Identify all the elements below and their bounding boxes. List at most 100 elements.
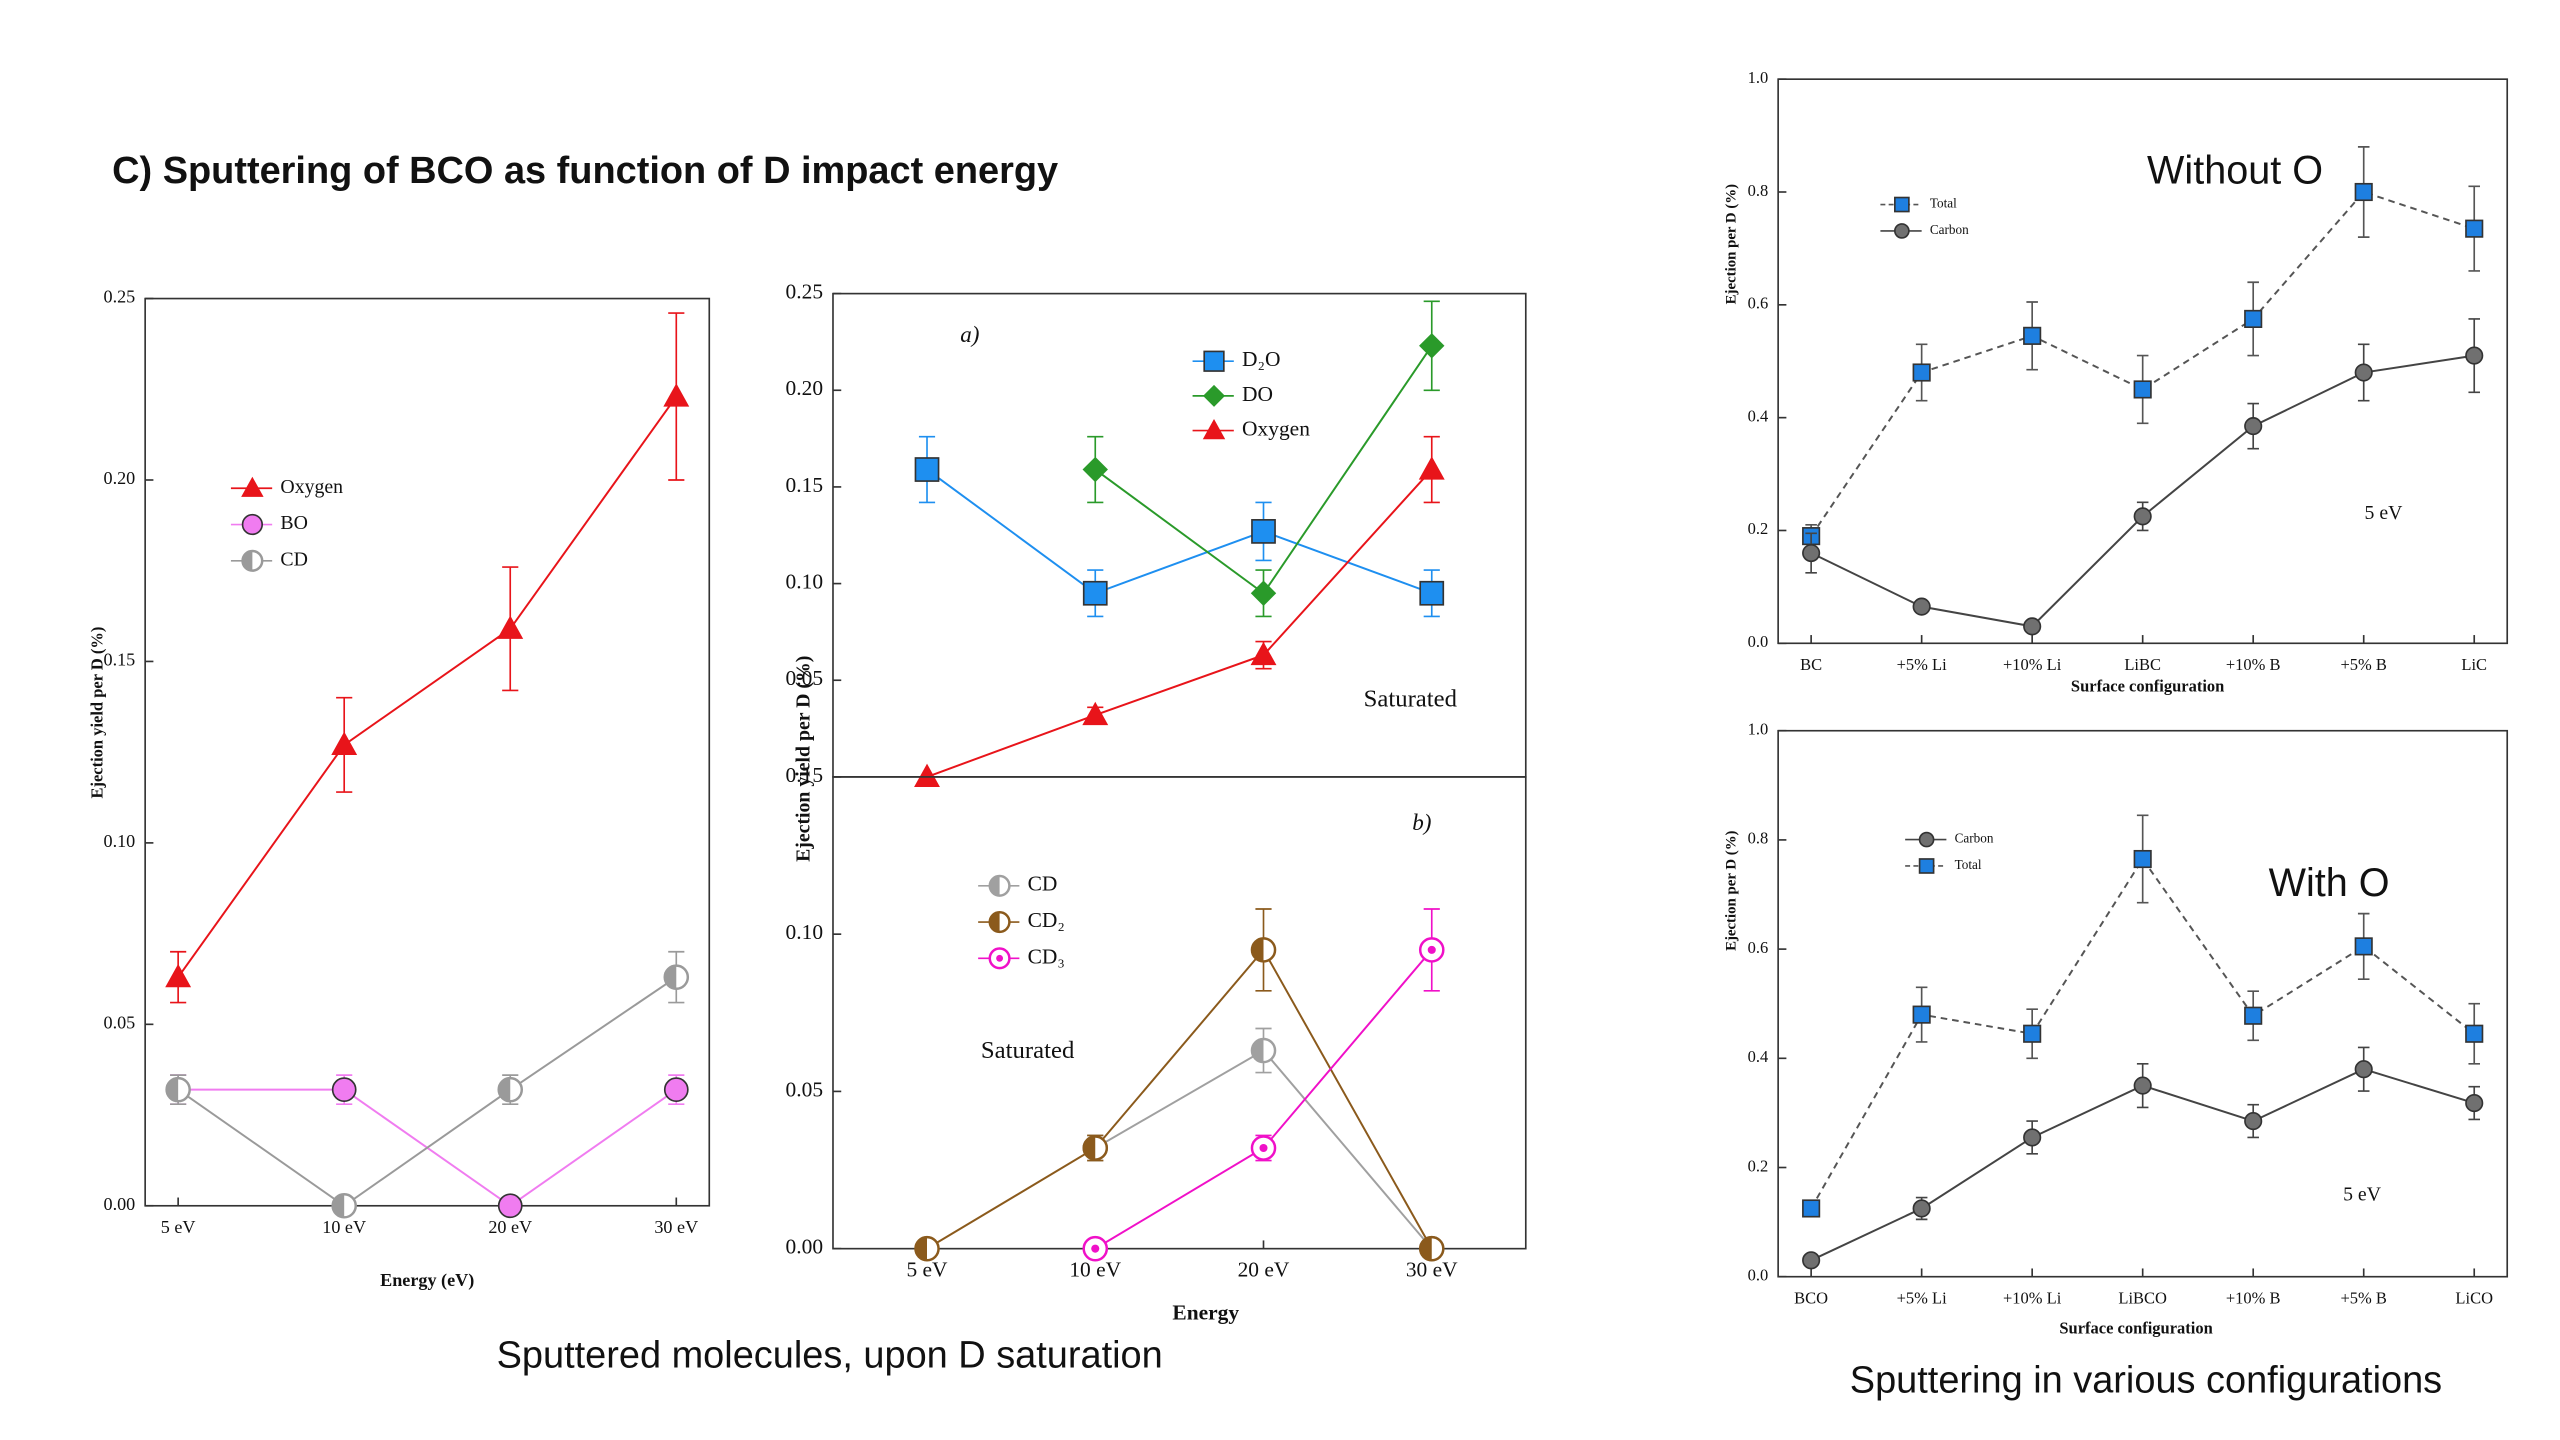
data-point bbox=[2465, 1094, 2484, 1113]
x-axis-label: Surface configuration bbox=[2071, 677, 2224, 696]
marker-half bbox=[915, 1237, 928, 1261]
series-line bbox=[926, 948, 1433, 1250]
data-point bbox=[1802, 543, 1821, 563]
data-point bbox=[2465, 219, 2484, 238]
legend-label: Total bbox=[1930, 196, 1957, 211]
y-tick-label: 0.6 bbox=[1748, 938, 1769, 957]
annotation: With O bbox=[2269, 861, 2390, 905]
data-point bbox=[331, 1192, 357, 1219]
marker-half bbox=[989, 912, 1000, 932]
data-point bbox=[497, 1193, 523, 1219]
y-tick-label: 0.10 bbox=[104, 831, 136, 851]
x-tick-label: +10% B bbox=[2226, 655, 2281, 674]
y-tick-label: 0.10 bbox=[786, 570, 824, 594]
data-point bbox=[1912, 363, 1931, 382]
data-point bbox=[2244, 1112, 2263, 1131]
marker-half bbox=[242, 551, 253, 571]
marker-dot bbox=[1091, 1244, 1100, 1253]
x-tick-label: LiBC bbox=[2124, 655, 2161, 674]
data-point bbox=[1082, 456, 1108, 483]
legend-marker bbox=[988, 947, 1011, 970]
marker-half bbox=[664, 965, 677, 989]
x-tick-label: +10% B bbox=[2226, 1289, 2281, 1308]
data-point bbox=[914, 1235, 940, 1262]
plot-frame bbox=[144, 297, 711, 1207]
legend-label: DO bbox=[1242, 382, 1273, 406]
data-point bbox=[1082, 1235, 1109, 1262]
y-tick-label: 1.0 bbox=[1748, 720, 1769, 739]
y-tick-label: 0.2 bbox=[1748, 519, 1769, 538]
x-tick-label: LiCO bbox=[2455, 1289, 2493, 1308]
annotation: Without O bbox=[2147, 149, 2323, 193]
legend-marker bbox=[241, 513, 264, 536]
x-tick-label: +5% B bbox=[2341, 655, 2387, 674]
caption: Sputtering in various configurations bbox=[1850, 1359, 2442, 1401]
data-point bbox=[1418, 937, 1445, 963]
annotation: b) bbox=[1412, 809, 1431, 835]
x-axis-label: Surface configuration bbox=[2059, 1318, 2212, 1337]
data-point bbox=[2023, 1024, 2042, 1043]
legend-label: Carbon bbox=[1955, 831, 1994, 846]
data-point bbox=[2133, 849, 2152, 869]
legend-label: Oxygen bbox=[280, 476, 343, 498]
y-tick-label: 0.4 bbox=[1748, 1047, 1769, 1066]
legend-label: CD bbox=[280, 548, 307, 570]
data-point bbox=[1250, 1037, 1277, 1064]
marker-half bbox=[1251, 938, 1264, 962]
y-tick-label: 0.10 bbox=[786, 920, 824, 944]
data-point bbox=[165, 963, 192, 988]
data-point bbox=[1418, 456, 1445, 480]
series-line bbox=[177, 976, 677, 1207]
x-tick-label: BC bbox=[1800, 655, 1822, 674]
y-tick-label: 0.00 bbox=[104, 1194, 136, 1214]
series-line bbox=[1094, 949, 1433, 1250]
legend-label: CD₂ bbox=[1028, 908, 1065, 932]
y-tick-label: 0.0 bbox=[1748, 1265, 1769, 1284]
data-point bbox=[2354, 1060, 2373, 1079]
x-tick-label: +10% Li bbox=[2003, 655, 2062, 674]
x-axis-label: Energy (eV) bbox=[380, 1270, 474, 1291]
x-tick-label: 20 eV bbox=[488, 1217, 532, 1237]
data-point bbox=[2244, 309, 2263, 329]
data-point bbox=[1802, 1251, 1821, 1270]
marker-half bbox=[989, 875, 1000, 896]
legend-marker bbox=[1203, 384, 1226, 407]
annotation: Saturated bbox=[1364, 686, 1458, 713]
data-point bbox=[1912, 1005, 1931, 1024]
x-tick-label: LiBCO bbox=[2118, 1289, 2167, 1308]
data-point bbox=[2023, 617, 2042, 636]
legend-label: BO bbox=[280, 512, 307, 534]
data-point bbox=[1250, 937, 1277, 963]
legend-label: Oxygen bbox=[1242, 416, 1310, 440]
series-line bbox=[1810, 857, 2475, 1209]
legend-marker bbox=[988, 911, 1011, 934]
y-tick-label: 0.20 bbox=[786, 376, 824, 400]
data-point bbox=[2133, 1076, 2152, 1095]
legend-label: Total bbox=[1955, 857, 1982, 872]
data-point bbox=[1802, 1199, 1821, 1218]
data-point bbox=[1418, 1235, 1445, 1262]
y-tick-label: 0.15 bbox=[104, 650, 136, 670]
marker-half bbox=[498, 1078, 511, 1102]
series-line bbox=[926, 468, 1433, 778]
data-point bbox=[1082, 701, 1109, 726]
data-point bbox=[663, 383, 690, 407]
annotation: 5 eV bbox=[2365, 502, 2404, 524]
data-point bbox=[1419, 333, 1445, 359]
marker-dot bbox=[1427, 945, 1436, 954]
y-tick-label: 0.25 bbox=[786, 280, 824, 304]
data-point bbox=[2023, 1128, 2042, 1147]
y-tick-label: 0.2 bbox=[1748, 1156, 1769, 1175]
legend-marker bbox=[241, 476, 264, 497]
y-tick-label: 0.05 bbox=[786, 1077, 824, 1101]
y-tick-label: 0.05 bbox=[786, 666, 824, 690]
legend-label: D₂O bbox=[1242, 347, 1280, 371]
data-point bbox=[2465, 346, 2484, 365]
y-tick-label: 0.8 bbox=[1748, 829, 1769, 848]
data-point bbox=[1250, 1135, 1277, 1161]
legend-marker bbox=[1918, 831, 1935, 848]
data-point bbox=[497, 1076, 524, 1103]
data-point bbox=[1250, 641, 1277, 666]
